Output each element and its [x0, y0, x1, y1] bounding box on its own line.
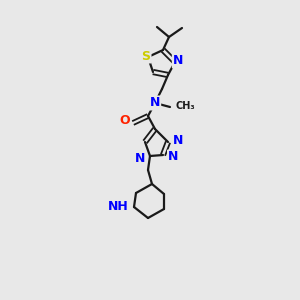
Text: N: N	[173, 134, 183, 146]
Text: CH₃: CH₃	[176, 101, 196, 111]
Text: N: N	[135, 152, 145, 164]
Text: S: S	[142, 50, 151, 62]
Text: N: N	[150, 97, 160, 110]
Text: O: O	[119, 115, 130, 128]
Text: N: N	[168, 151, 178, 164]
Text: NH: NH	[108, 200, 129, 214]
Text: N: N	[173, 55, 183, 68]
